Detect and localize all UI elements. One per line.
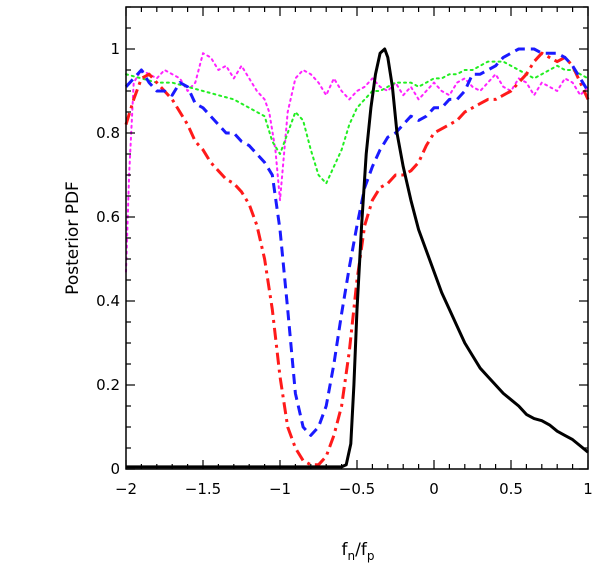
y-tick-label: 0 xyxy=(110,460,120,478)
plot-frame xyxy=(125,6,589,470)
series-line-3 xyxy=(124,51,590,467)
y-tick-label: 0.6 xyxy=(96,208,120,226)
series-layer xyxy=(124,47,590,469)
series-line-4 xyxy=(125,60,589,185)
y-tick-label: 1 xyxy=(110,40,120,58)
x-tick-label: −1.5 xyxy=(185,480,221,498)
series-line-1 xyxy=(126,47,589,469)
x-tick-label: 0.5 xyxy=(499,480,523,498)
x-axis-label-sub-p: p xyxy=(367,549,375,563)
x-axis-label-main: f xyxy=(342,540,349,560)
x-axis-label: fn/fp xyxy=(342,540,375,563)
y-tick-label: 0.2 xyxy=(96,376,120,394)
y-axis-label: Posterior PDF xyxy=(63,181,83,295)
y-tick-label: 0.8 xyxy=(96,124,120,142)
x-tick-label: 0 xyxy=(429,480,439,498)
series-line-5 xyxy=(125,52,589,273)
series-line-2 xyxy=(124,47,590,437)
x-axis-label-sep: /f xyxy=(355,540,368,560)
x-tick-label: −1 xyxy=(269,480,291,498)
x-tick-label: −2 xyxy=(115,480,137,498)
x-tick-label: 1 xyxy=(583,480,593,498)
x-tick-label: −0.5 xyxy=(339,480,375,498)
ticks-layer xyxy=(125,6,589,470)
tick-labels-layer: −2 −1.5 −1 −0.5 0 0.5 1 0 0.2 0.4 0.6 0.8 1 xyxy=(96,40,593,498)
x-axis-label-sub-n: n xyxy=(348,549,356,563)
y-tick-label: 0.4 xyxy=(96,292,120,310)
